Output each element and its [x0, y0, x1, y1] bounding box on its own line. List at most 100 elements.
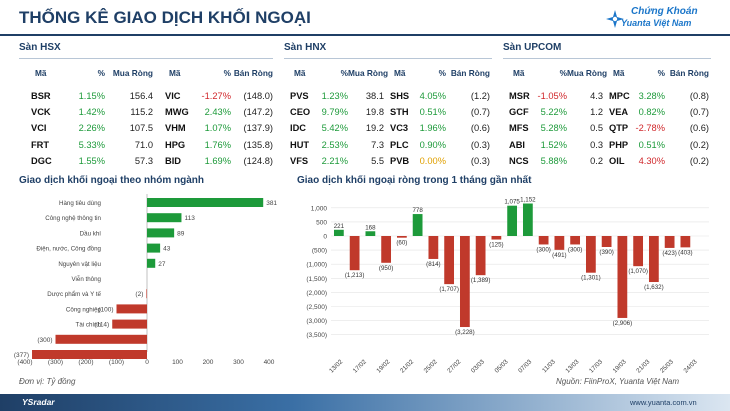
monthly-ytick: 1,000 — [311, 205, 328, 212]
monthly-xtick: 17/02 — [352, 358, 368, 374]
ticker-sell[interactable]: BID — [165, 156, 182, 166]
net-value: (1.2) — [470, 91, 490, 101]
monthly-bar — [428, 236, 439, 259]
monthly-value-label: (950) — [379, 265, 393, 272]
sector-value-label: 27 — [158, 261, 166, 268]
net-value: 156.4 — [129, 91, 153, 101]
pct-change: 2.43% — [204, 107, 231, 117]
pct-change: 1.15% — [78, 91, 105, 101]
column-header: Mã — [394, 68, 406, 78]
sector-bar — [147, 228, 175, 238]
monthly-xtick: 05/03 — [494, 358, 510, 374]
sector-label: Dược phẩm và Y tế — [47, 291, 101, 298]
monthly-ytick: (3,000) — [306, 318, 327, 325]
ticker-sell[interactable]: VHM — [165, 123, 186, 133]
monthly-value-label: (390) — [599, 249, 613, 256]
ticker-buy[interactable]: NCS — [509, 156, 529, 166]
ticker-sell[interactable]: VC3 — [390, 123, 409, 133]
pct-change: 9.79% — [321, 107, 348, 117]
ticker-buy[interactable]: VFS — [290, 156, 309, 166]
ticker-buy[interactable]: ABI — [509, 140, 526, 150]
monthly-ytick: (1,000) — [306, 262, 327, 269]
pct-change: 2.53% — [321, 140, 348, 150]
monthly-bar — [680, 236, 691, 248]
website-link[interactable]: www.yuanta.com.vn — [630, 398, 697, 407]
ticker-sell[interactable]: OIL — [609, 156, 625, 166]
bottom-bar: YSradar www.yuanta.com.vn — [0, 394, 730, 411]
ticker-sell[interactable]: PLC — [390, 140, 409, 150]
net-value: (147.2) — [243, 107, 273, 117]
net-value: (137.9) — [243, 123, 273, 133]
sector-xtick: 400 — [264, 359, 275, 366]
ticker-buy[interactable]: VCI — [31, 123, 47, 133]
sector-bar — [147, 243, 161, 253]
market-divider — [284, 58, 492, 59]
net-value: (124.8) — [243, 156, 273, 166]
ticker-sell[interactable]: PVB — [390, 156, 410, 166]
monthly-ytick: (2,500) — [306, 304, 327, 311]
column-header: Mã — [613, 68, 625, 78]
column-header: Mã — [294, 68, 306, 78]
ticker-buy[interactable]: VCK — [31, 107, 51, 117]
ticker-buy[interactable]: MFS — [509, 123, 529, 133]
pct-change: 1.76% — [204, 140, 231, 150]
market-divider — [19, 58, 273, 59]
monthly-bar — [349, 236, 360, 271]
net-value: (0.2) — [689, 140, 709, 150]
ticker-buy[interactable]: PVS — [290, 91, 309, 101]
ticker-sell[interactable]: PHP — [609, 140, 629, 150]
pct-change: 0.90% — [419, 140, 446, 150]
ticker-buy[interactable]: CEO — [290, 107, 311, 117]
ticker-sell[interactable]: MPC — [609, 91, 630, 101]
net-value: (0.2) — [689, 156, 709, 166]
pct-change: 1.23% — [321, 91, 348, 101]
header-bar: THỐNG KÊ GIAO DỊCH KHỐI NGOẠI Chứng Khoá… — [0, 0, 730, 36]
pct-change: 0.51% — [419, 107, 446, 117]
ticker-buy[interactable]: HUT — [290, 140, 310, 150]
monthly-value-label: (1,632) — [644, 284, 664, 291]
monthly-xtick: 21/02 — [399, 358, 415, 374]
ticker-sell[interactable]: VEA — [609, 107, 629, 117]
ticker-buy[interactable]: IDC — [290, 123, 307, 133]
ticker-sell[interactable]: STH — [390, 107, 409, 117]
net-value: 1.2 — [590, 107, 603, 117]
monthly-bar — [507, 205, 518, 236]
monthly-xtick: 19/02 — [375, 358, 391, 374]
source-note: Nguồn: FiinProX, Yuanta Việt Nam — [556, 377, 680, 386]
monthly-bar — [365, 231, 376, 236]
monthly-value-label: (300) — [568, 246, 582, 253]
pct-change: 0.00% — [419, 156, 446, 166]
monthly-ytick: (500) — [312, 248, 327, 255]
pct-change: 1.55% — [78, 156, 105, 166]
sector-xtick: 300 — [233, 359, 244, 366]
monthly-bar — [617, 236, 628, 318]
monthly-value-label: (423) — [662, 250, 676, 257]
ticker-sell[interactable]: QTP — [609, 123, 629, 133]
logo-icon — [606, 10, 624, 28]
logo-line2: Yuanta Việt Nam — [621, 18, 692, 28]
ticker-buy[interactable]: MSR — [509, 91, 530, 101]
sector-bar — [112, 319, 147, 329]
ticker-buy[interactable]: DGC — [31, 156, 52, 166]
pct-change: 1.07% — [204, 123, 231, 133]
sector-label: Tài chính — [76, 322, 102, 329]
pct-change: 2.26% — [78, 123, 105, 133]
column-header: Bán Ròng — [669, 68, 709, 78]
sector-xtick: (400) — [17, 359, 32, 366]
ticker-buy[interactable]: BSR — [31, 91, 51, 101]
ticker-sell[interactable]: HPG — [165, 140, 186, 150]
sector-value-label: 43 — [163, 246, 171, 253]
sector-xtick: 200 — [203, 359, 214, 366]
net-value: 115.2 — [130, 107, 153, 117]
monthly-value-label: 221 — [334, 223, 345, 230]
ticker-buy[interactable]: GCF — [509, 107, 529, 117]
monthly-bar — [333, 229, 344, 236]
ticker-sell[interactable]: SHS — [390, 91, 410, 101]
sector-value-label: 381 — [266, 200, 277, 207]
sector-value-label: (377) — [14, 352, 29, 359]
ticker-sell[interactable]: VIC — [165, 91, 181, 101]
ticker-buy[interactable]: FRT — [31, 140, 50, 150]
sector-bar — [147, 198, 264, 207]
ticker-sell[interactable]: MWG — [165, 107, 189, 117]
monthly-xtick: 27/02 — [446, 358, 462, 374]
